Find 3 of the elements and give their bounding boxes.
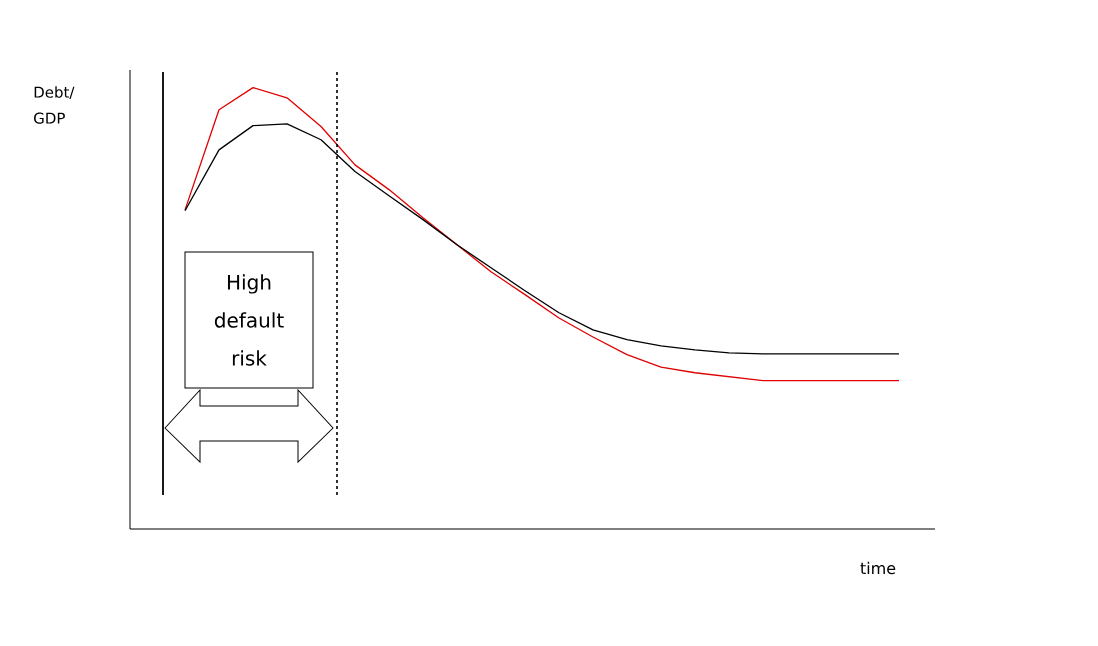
text: time: [860, 561, 896, 575]
text: Debt/ GDP: [34, 86, 75, 124]
annotation: High default risk: [214, 274, 284, 366]
